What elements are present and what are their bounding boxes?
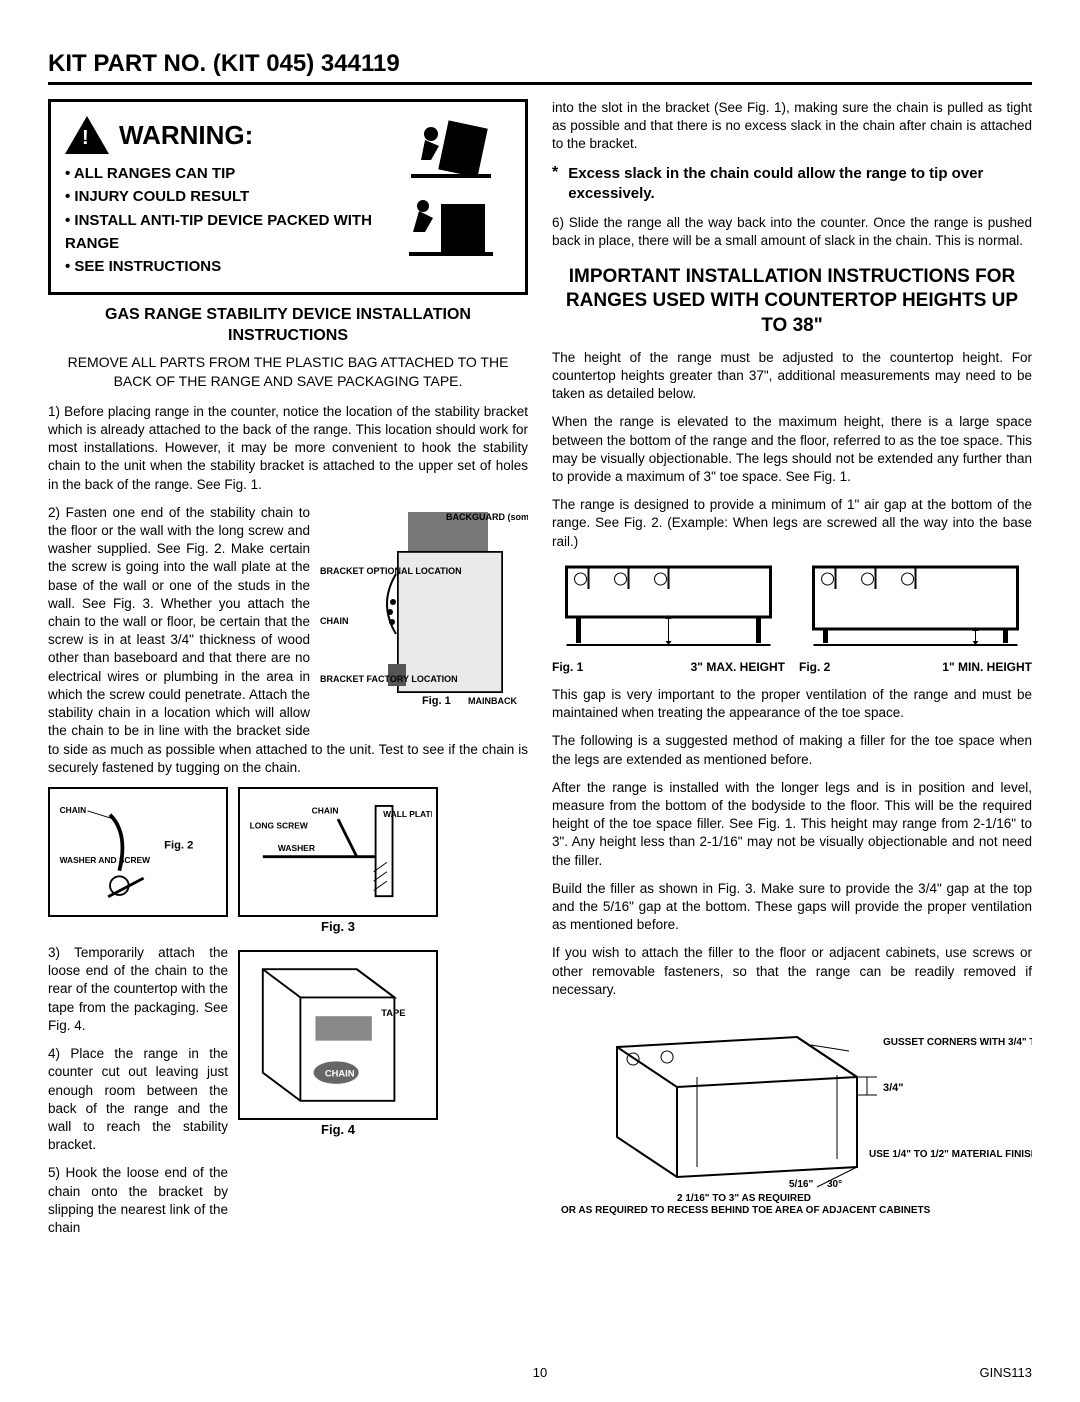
svg-text:3/4": 3/4"	[883, 1082, 904, 1094]
doc-code: GINS113	[979, 1365, 1032, 1380]
svg-text:CHAIN: CHAIN	[325, 1067, 355, 1078]
imp-p3: The range is designed to provide a minim…	[552, 496, 1032, 551]
important-heading: IMPORTANT INSTALLATION INSTRUCTIONS FOR …	[552, 265, 1032, 339]
excess-slack-warning: * Excess slack in the chain could allow …	[552, 164, 1032, 205]
warning-title: WARNING:	[119, 120, 253, 151]
section-heading: GAS RANGE STABILITY DEVICE INSTALLATION …	[48, 305, 528, 347]
svg-text:Fig. 2: Fig. 2	[164, 839, 193, 851]
warning-triangle-icon	[65, 116, 109, 154]
warning-item: INSTALL ANTI-TIP DEVICE PACKED WITH RANG…	[65, 209, 391, 256]
svg-text:WASHER AND SCREW: WASHER AND SCREW	[60, 855, 151, 865]
svg-text:BRACKET OPTIONAL LOCATION: BRACKET OPTIONAL LOCATION	[320, 566, 462, 576]
step-3: 3) Temporarily attach the loose end of t…	[48, 944, 228, 1035]
fig4-label: Fig. 4	[238, 1122, 438, 1137]
svg-text:WASHER: WASHER	[278, 843, 315, 853]
svg-text:CHAIN: CHAIN	[320, 616, 349, 626]
warning-item: ALL RANGES CAN TIP	[65, 162, 391, 185]
figure-2: CHAIN WASHER AND SCREW Fig. 2	[48, 787, 228, 934]
remove-note: REMOVE ALL PARTS FROM THE PLASTIC BAG AT…	[48, 353, 528, 391]
kit-title: KIT PART NO. (KIT 045) 344119	[48, 50, 1032, 85]
imp-p4: This gap is very important to the proper…	[552, 686, 1032, 722]
cf2-label: Fig. 2	[799, 660, 830, 674]
svg-text:GUSSET CORNERS WITH 3/4" TO 1": GUSSET CORNERS WITH 3/4" TO 1" TRIANGULA…	[883, 1037, 1032, 1048]
warning-box: WARNING: ALL RANGES CAN TIP INJURY COULD…	[48, 99, 528, 295]
svg-text:Fig. 1: Fig. 1	[422, 695, 451, 707]
svg-text:BACKGUARD (some models): BACKGUARD (some models)	[446, 512, 528, 522]
svg-text:2 1/16" TO 3" AS REQUIRED: 2 1/16" TO 3" AS REQUIRED	[677, 1193, 811, 1204]
warning-item: SEE INSTRUCTIONS	[65, 255, 391, 278]
excess-text: Excess slack in the chain could allow th…	[568, 164, 1032, 205]
imp-p1: The height of the range must be adjusted…	[552, 349, 1032, 404]
svg-text:LONG SCREW: LONG SCREW	[250, 821, 308, 831]
imp-p6: After the range is installed with the lo…	[552, 779, 1032, 870]
star-icon: *	[552, 164, 558, 205]
clearance-fig-2: Fig. 2 1" MIN. HEIGHT	[799, 561, 1032, 674]
svg-text:5/16": 5/16"	[789, 1179, 813, 1190]
svg-text:CHAIN: CHAIN	[60, 805, 87, 815]
left-column: WARNING: ALL RANGES CAN TIP INJURY COULD…	[48, 99, 528, 1247]
warning-list: ALL RANGES CAN TIP INJURY COULD RESULT I…	[65, 162, 391, 278]
svg-text:MAINBACK: MAINBACK	[468, 696, 517, 706]
figure-4: TAPE CHAIN Fig. 4	[238, 944, 438, 1247]
clearance-figures: Fig. 1 3" MAX. HEIGHT	[552, 561, 1032, 674]
range-install-icon	[401, 192, 501, 262]
right-column: into the slot in the bracket (See Fig. 1…	[552, 99, 1032, 1247]
fig3-label: Fig. 3	[238, 919, 438, 934]
svg-text:BRACKET FACTORY LOCATION: BRACKET FACTORY LOCATION	[320, 674, 458, 684]
imp-p7: Build the filler as shown in Fig. 3. Mak…	[552, 880, 1032, 935]
imp-p8: If you wish to attach the filler to the …	[552, 944, 1032, 999]
warning-icons	[391, 116, 511, 278]
imp-p5: The following is a suggested method of m…	[552, 732, 1032, 768]
figure-1: BRACKET OPTIONAL LOCATION CHAIN BRACKET …	[318, 504, 528, 734]
step-4: 4) Place the range in the counter cut ou…	[48, 1045, 228, 1154]
svg-text:OR AS REQUIRED TO RECESS BEHIN: OR AS REQUIRED TO RECESS BEHIND TOE AREA…	[561, 1205, 931, 1216]
clearance-fig-1: Fig. 1 3" MAX. HEIGHT	[552, 561, 785, 674]
step-5: 5) Hook the loose end of the chain onto …	[48, 1164, 228, 1237]
warning-item: INJURY COULD RESULT	[65, 185, 391, 208]
figure-row-2-3: CHAIN WASHER AND SCREW Fig. 2 CHAIN LONG…	[48, 787, 528, 934]
cf2-text: 1" MIN. HEIGHT	[942, 660, 1032, 674]
gusset-figure: 3/4" GUSSET CORNERS WITH 3/4" TO 1" TRIA…	[552, 1017, 1032, 1217]
svg-text:WALL PLATE: WALL PLATE	[383, 809, 432, 819]
imp-p2: When the range is elevated to the maximu…	[552, 413, 1032, 486]
step-1: 1) Before placing range in the counter, …	[48, 403, 528, 494]
range-tip-icon	[401, 116, 501, 186]
svg-text:TAPE: TAPE	[381, 1007, 405, 1018]
figure-3: CHAIN LONG SCREW WASHER WALL PLATE Fig. …	[238, 787, 438, 934]
cf1-label: Fig. 1	[552, 660, 583, 674]
cf1-text: 3" MAX. HEIGHT	[691, 660, 785, 674]
page-number: 10	[533, 1365, 547, 1380]
svg-text:USE 1/4" TO 1/2" MATERIAL FINI: USE 1/4" TO 1/2" MATERIAL FINISHED TO MA…	[869, 1149, 1032, 1160]
svg-text:CHAIN: CHAIN	[312, 805, 339, 815]
step-6: 6) Slide the range all the way back into…	[552, 214, 1032, 250]
right-top-para: into the slot in the bracket (See Fig. 1…	[552, 99, 1032, 154]
